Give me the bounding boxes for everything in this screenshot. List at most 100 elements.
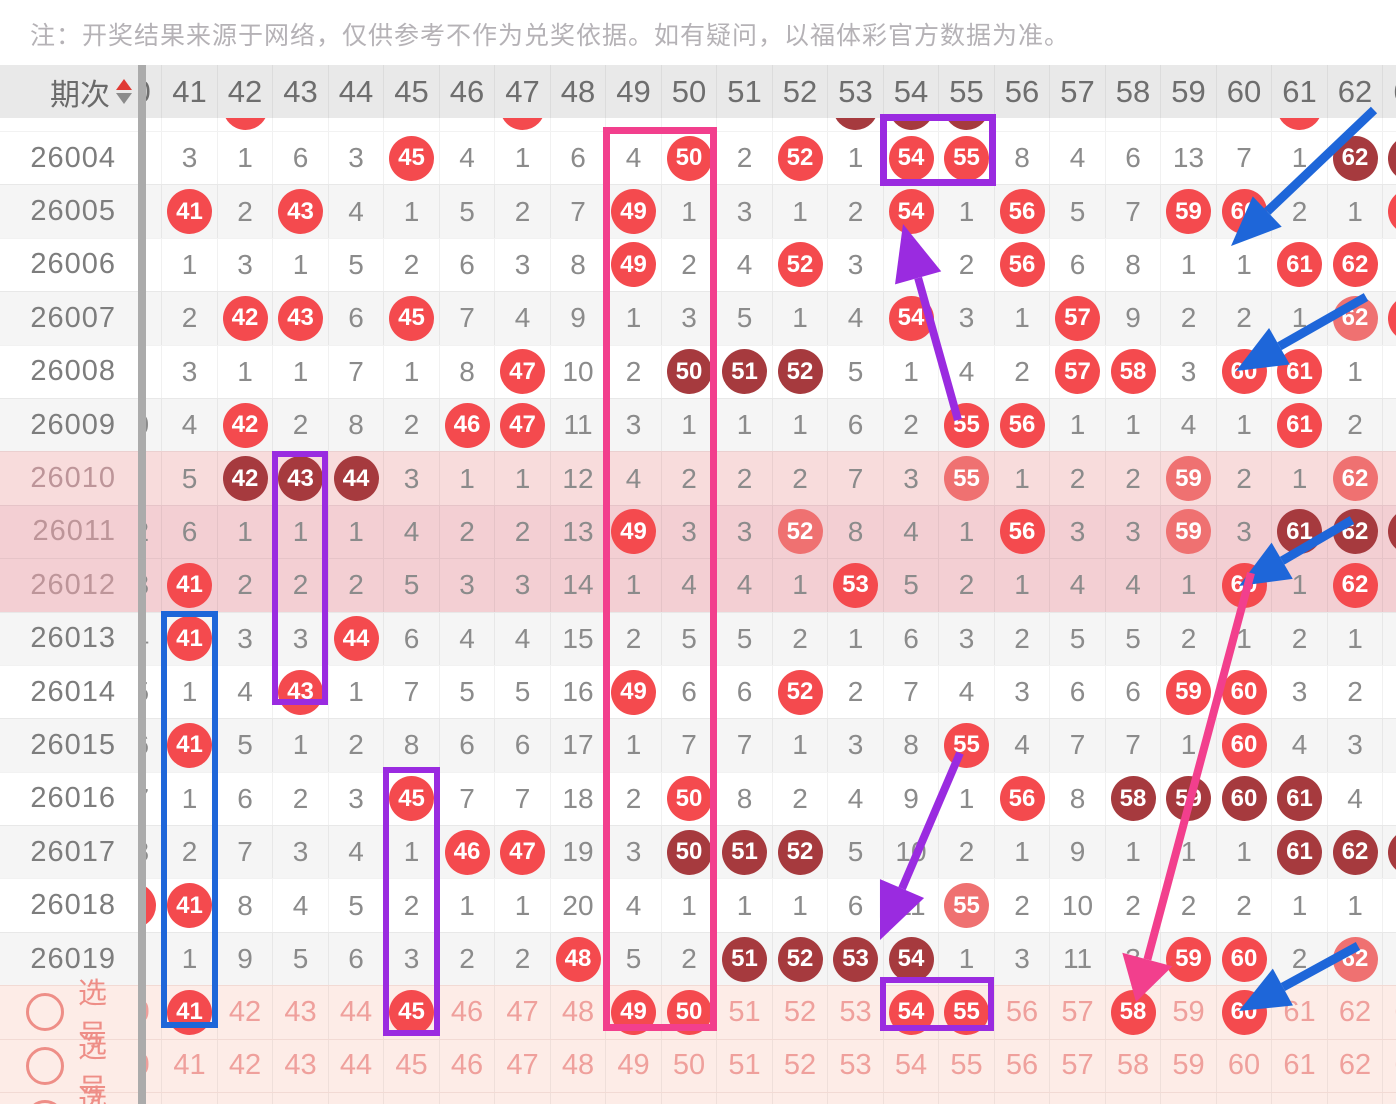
sort-icons[interactable] (116, 79, 132, 104)
pickable-number[interactable]: 57 (1061, 1049, 1094, 1082)
pickable-number[interactable]: 56 (1005, 995, 1039, 1028)
column-header-number[interactable]: 44 (338, 73, 374, 109)
number-cell[interactable]: 57 (1049, 986, 1105, 1039)
pickable-number[interactable]: 46 (450, 1049, 484, 1082)
number-cell[interactable]: 57 (1049, 1039, 1105, 1093)
number-cell[interactable]: 42 (216, 1039, 273, 1093)
pickable-number[interactable]: 41 (173, 1103, 205, 1104)
drawn-number-ball[interactable]: 54 (888, 989, 934, 1035)
number-cell[interactable]: 60 (1215, 986, 1272, 1039)
pickable-number[interactable]: 54 (894, 1049, 928, 1082)
pickable-number[interactable]: 56 (1006, 1103, 1038, 1104)
drawn-number-ball[interactable]: 49 (611, 989, 656, 1035)
column-header-number[interactable]: 62 (1337, 73, 1373, 109)
column-header-number[interactable]: 57 (1060, 73, 1095, 109)
pickable-number[interactable]: 54 (895, 1103, 927, 1104)
number-cell[interactable]: 55 (938, 1039, 994, 1093)
pickable-number[interactable]: 53 (839, 1103, 871, 1104)
pickable-number[interactable]: 57 (1061, 1103, 1093, 1104)
column-header-number[interactable]: 49 (616, 73, 651, 109)
number-cell[interactable]: 41 (161, 1039, 217, 1093)
number-cell[interactable]: 46 (438, 986, 495, 1039)
number-cell[interactable]: 51 (716, 986, 772, 1039)
number-cell[interactable]: 55 (938, 986, 994, 1039)
pickable-number[interactable]: 40 (146, 1049, 150, 1082)
number-cell[interactable]: 47 (494, 1039, 550, 1093)
pickable-number[interactable]: 63 (1394, 996, 1396, 1029)
pickable-number[interactable]: 55 (950, 1049, 983, 1082)
column-header-number[interactable]: 50 (671, 73, 707, 109)
column-header-number[interactable]: 63 (1393, 74, 1396, 110)
number-cell[interactable]: 51 (716, 1039, 772, 1093)
column-header-number[interactable]: 52 (782, 73, 818, 109)
pickable-number[interactable]: 52 (784, 1103, 816, 1104)
period-column-header[interactable]: 期次 (0, 65, 138, 118)
number-cell[interactable]: 40 (146, 986, 161, 1038)
number-cell[interactable]: 40 (146, 1040, 161, 1092)
pickable-number[interactable]: 47 (506, 995, 539, 1028)
number-cell[interactable]: 59 (1160, 986, 1216, 1039)
number-cell[interactable]: 44 (327, 1039, 384, 1093)
number-cell[interactable]: 62 (1326, 986, 1383, 1039)
column-header-number[interactable]: 45 (394, 73, 429, 109)
drawn-number-ball[interactable]: 50 (666, 989, 712, 1035)
pickable-number[interactable]: 57 (1061, 995, 1094, 1028)
number-cell[interactable]: 45 (383, 1093, 439, 1104)
pickable-number[interactable]: 61 (1283, 1049, 1316, 1082)
column-header-number[interactable]: 51 (727, 73, 762, 109)
number-cell[interactable]: 44 (327, 986, 384, 1039)
pickable-number[interactable]: 48 (561, 995, 595, 1028)
pickable-number[interactable]: 43 (284, 1049, 317, 1082)
column-header-number[interactable]: 61 (1282, 73, 1317, 109)
pickable-number[interactable]: 43 (284, 1103, 316, 1104)
number-cell[interactable]: 51 (716, 1093, 772, 1104)
pickable-number[interactable]: 59 (1172, 1049, 1205, 1082)
number-cell[interactable]: 53 (827, 986, 883, 1039)
number-cell[interactable]: 41 (161, 986, 217, 1039)
column-header-number[interactable]: 41 (172, 73, 207, 109)
pickable-number[interactable]: 51 (728, 1049, 761, 1082)
number-cell[interactable]: 41 (161, 1093, 217, 1104)
number-cell[interactable]: 60 (1215, 1093, 1272, 1104)
pickable-number[interactable]: 58 (1116, 1049, 1150, 1082)
number-cell[interactable]: 61 (1271, 986, 1327, 1039)
column-header-number[interactable]: 47 (505, 73, 540, 109)
number-cell[interactable]: 49 (605, 1093, 661, 1104)
number-cell[interactable]: 54 (882, 1093, 939, 1104)
pickable-number[interactable]: 49 (617, 1049, 650, 1082)
pickable-number[interactable]: 61 (1283, 1103, 1315, 1104)
number-cell[interactable]: 48 (549, 1093, 606, 1104)
drawn-number-ball[interactable]: 41 (167, 989, 212, 1035)
column-header-number[interactable]: 58 (1115, 73, 1151, 109)
pickable-number[interactable]: 60 (1228, 1103, 1260, 1104)
number-cell[interactable]: 56 (993, 1093, 1050, 1104)
number-cell[interactable]: 58 (1104, 986, 1161, 1039)
number-cell[interactable]: 63 (1382, 986, 1396, 1039)
pickable-number[interactable]: 42 (228, 1049, 262, 1082)
column-header-number[interactable]: 48 (560, 73, 596, 109)
pickable-number[interactable]: 59 (1172, 995, 1205, 1028)
pickable-number[interactable]: 48 (561, 1049, 595, 1082)
number-cell[interactable]: 52 (771, 986, 828, 1039)
pick-radio[interactable] (26, 1100, 64, 1104)
pickable-number[interactable]: 49 (617, 1103, 649, 1104)
drawn-number-ball[interactable]: 58 (1110, 989, 1156, 1035)
pickable-number[interactable]: 41 (173, 1049, 206, 1082)
number-cell[interactable]: 63 (1382, 1093, 1396, 1104)
number-cell[interactable]: 62 (1326, 1039, 1383, 1093)
column-header-number[interactable]: 59 (1171, 73, 1206, 109)
pickable-number[interactable]: 44 (340, 1103, 372, 1104)
pickable-number[interactable]: 53 (839, 995, 872, 1028)
number-cell[interactable]: 49 (605, 1039, 661, 1093)
pickable-number[interactable]: 45 (395, 1103, 427, 1104)
pickable-number[interactable]: 47 (506, 1103, 538, 1104)
pickable-number[interactable]: 63 (1394, 1103, 1396, 1104)
pickable-number[interactable]: 52 (783, 995, 817, 1028)
pickable-number[interactable]: 62 (1339, 1103, 1371, 1104)
number-cell[interactable]: 42 (216, 1093, 273, 1104)
number-cell[interactable]: 43 (272, 986, 328, 1039)
number-cell[interactable]: 47 (494, 986, 550, 1039)
number-cell[interactable]: 48 (549, 1039, 606, 1093)
pickable-number[interactable]: 62 (1338, 1049, 1372, 1082)
number-cell[interactable]: 54 (882, 986, 939, 1039)
